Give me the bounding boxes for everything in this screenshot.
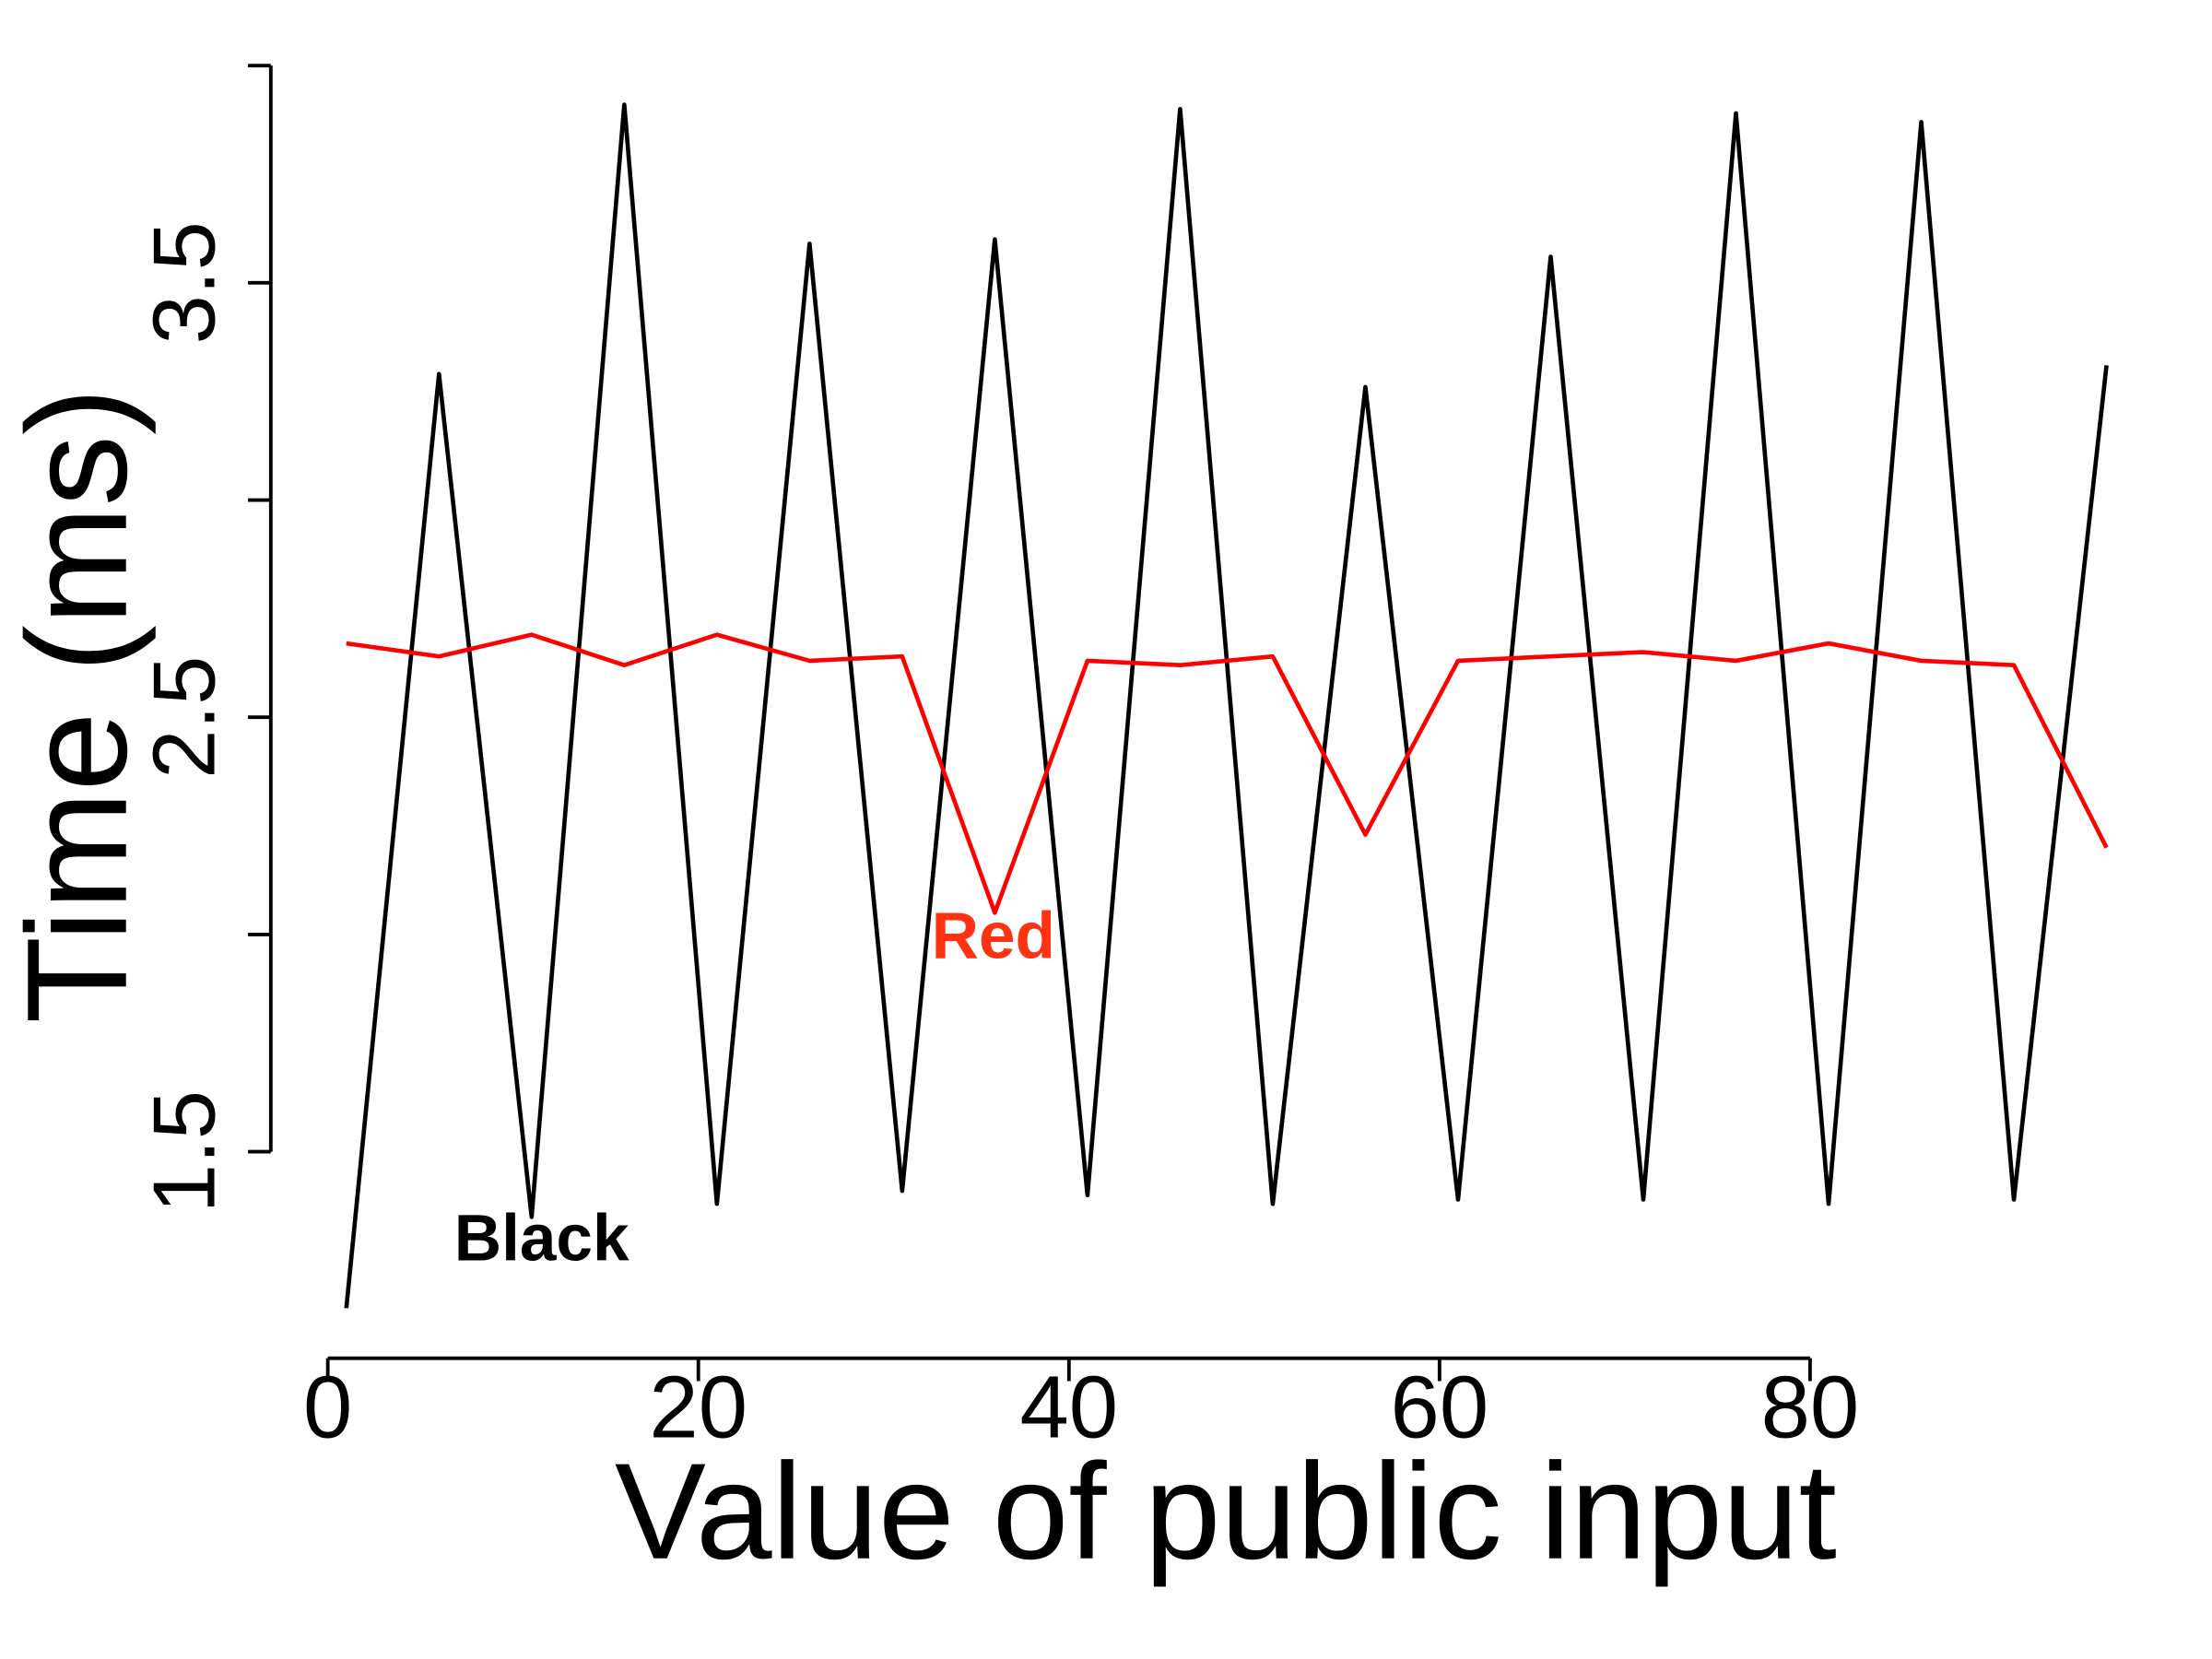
y-axis-title: Time (ms) <box>0 387 157 1023</box>
x-tick-label: 40 <box>1019 1358 1118 1456</box>
y-tick-label: 3.5 <box>135 221 234 344</box>
x-tick-label: 60 <box>1391 1358 1489 1456</box>
x-axis-title: Value of public input <box>615 1436 1837 1588</box>
annotation: Red <box>932 900 1055 972</box>
series-line <box>346 632 2109 915</box>
annotation: Black <box>454 1202 629 1275</box>
y-tick-label: 2.5 <box>135 656 234 779</box>
x-tick-label: 0 <box>303 1358 352 1456</box>
y-tick-label: 1.5 <box>135 1090 234 1213</box>
x-tick-label: 80 <box>1761 1358 1860 1456</box>
series-line <box>344 102 2109 1309</box>
x-tick-label: 20 <box>649 1358 747 1456</box>
